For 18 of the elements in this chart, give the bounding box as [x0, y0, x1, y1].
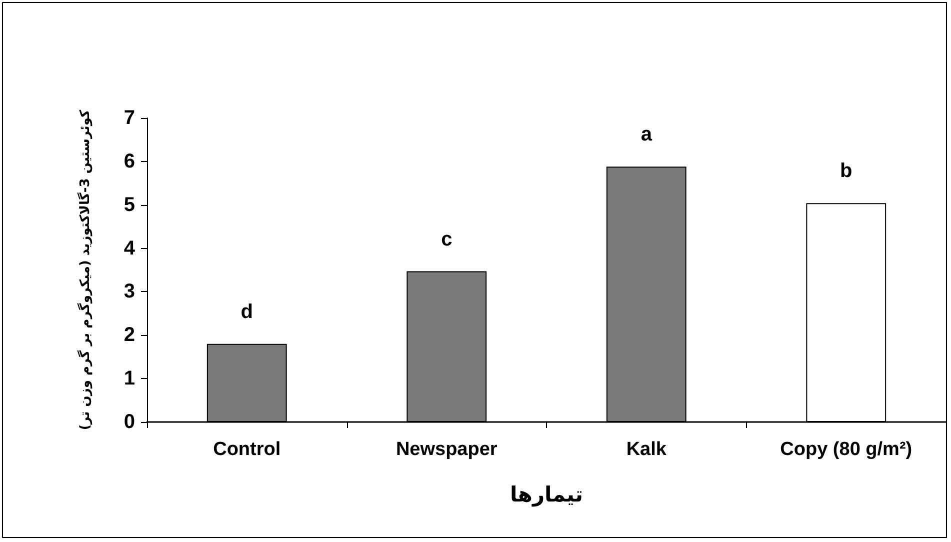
data-label: b: [840, 160, 852, 182]
y-tick-label: 7: [124, 107, 135, 129]
y-tick-label: 5: [124, 194, 135, 216]
x-axis-title: تیمارها: [510, 482, 583, 508]
y-tick-label: 4: [124, 237, 136, 260]
x-tick-label: Copy (80 g/m²): [780, 439, 912, 460]
x-tick-label: Kalk: [626, 439, 667, 460]
y-tick-label: 6: [124, 150, 135, 172]
data-label: c: [441, 228, 452, 250]
x-tick-label: Newspaper: [396, 439, 498, 460]
data-label: d: [240, 300, 253, 323]
y-tick-label: 1: [124, 368, 135, 390]
y-tick-label: 2: [124, 324, 135, 346]
data-label: a: [640, 124, 653, 146]
y-tick-label: 3: [124, 280, 135, 303]
x-tick-label: Control: [213, 439, 281, 460]
y-tick-label: 0: [124, 411, 135, 433]
y-axis-title: کوئرستین 3-گالاکتوزید (میکروگرم بر گرم وزن تر): [77, 109, 93, 430]
